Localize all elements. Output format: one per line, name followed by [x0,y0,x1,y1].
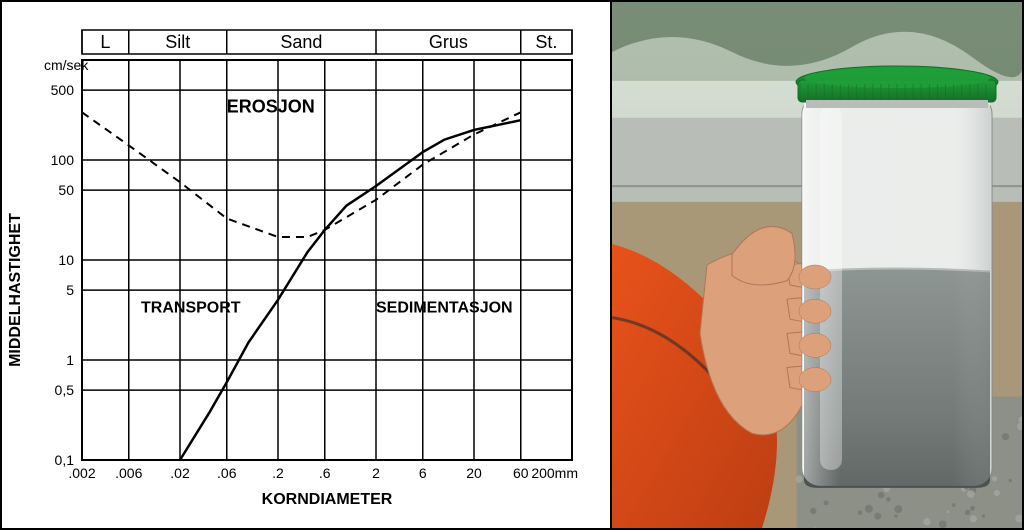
svg-text:20: 20 [466,465,482,481]
svg-text:.2: .2 [272,465,284,481]
svg-text:KORNDIAMETER: KORNDIAMETER [262,491,393,508]
jar-photo-panel [612,0,1024,530]
svg-text:.02: .02 [170,465,190,481]
svg-text:TRANSPORT: TRANSPORT [141,299,241,316]
svg-text:.06: .06 [217,465,237,481]
jar-photo [612,2,1022,528]
svg-text:cm/sek: cm/sek [44,57,89,73]
svg-text:1: 1 [66,352,74,368]
svg-text:Sand: Sand [280,32,322,52]
svg-text:EROSJON: EROSJON [227,96,315,116]
svg-text:200mm: 200mm [531,465,578,481]
svg-text:St.: St. [535,32,557,52]
hjulstrom-chart-panel: LSiltSandGrusSt..002.006.02.06.2.6262060… [0,0,612,530]
svg-text:500: 500 [51,82,75,98]
svg-text:.006: .006 [115,465,142,481]
svg-text:Grus: Grus [429,32,468,52]
svg-text:100: 100 [51,152,75,168]
svg-text:Silt: Silt [165,32,190,52]
svg-text:0,1: 0,1 [55,452,75,468]
svg-text:10: 10 [58,252,74,268]
svg-text:50: 50 [58,182,74,198]
svg-text:5: 5 [66,282,74,298]
svg-text:L: L [100,32,110,52]
svg-text:60: 60 [513,465,529,481]
svg-text:2: 2 [372,465,380,481]
hjulstrom-chart: LSiltSandGrusSt..002.006.02.06.2.6262060… [2,2,610,528]
svg-text:MIDDELHASTIGHET: MIDDELHASTIGHET [7,213,24,367]
svg-text:6: 6 [419,465,427,481]
svg-text:SEDIMENTASJON: SEDIMENTASJON [376,299,513,316]
svg-text:.6: .6 [319,465,331,481]
svg-text:0,5: 0,5 [55,382,75,398]
